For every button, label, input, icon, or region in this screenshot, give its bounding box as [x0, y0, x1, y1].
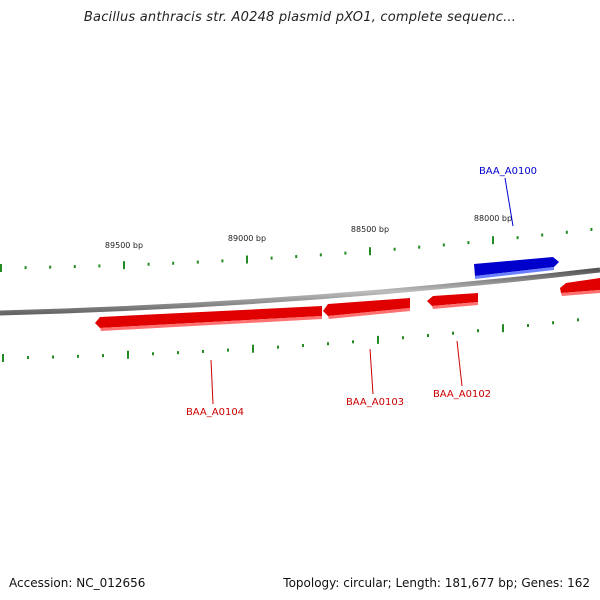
minor-tick — [52, 355, 54, 359]
outer-tick-ring — [0, 227, 593, 272]
gene-arrow-baa-a0103[interactable] — [323, 298, 410, 319]
minor-tick — [302, 343, 304, 347]
minor-tick — [541, 233, 544, 237]
leader-line-baa-a0102 — [456, 340, 463, 387]
minor-tick — [277, 345, 279, 349]
gene-arrow-partial-right[interactable] — [560, 278, 600, 293]
minor-tick — [49, 265, 52, 269]
minor-tick — [577, 318, 579, 322]
major-tick — [377, 335, 379, 344]
minor-tick — [177, 351, 179, 355]
minor-tick — [102, 354, 104, 358]
scale-label-89000: 89000 bp — [228, 234, 266, 243]
minor-tick — [552, 321, 554, 325]
leader-line-baa-a0104 — [210, 359, 214, 405]
minor-tick — [565, 230, 568, 234]
gene-arrow-partial-right-shade — [561, 290, 600, 296]
major-tick — [369, 247, 371, 256]
minor-tick — [202, 349, 204, 353]
minor-tick — [352, 340, 354, 344]
minor-tick — [344, 251, 347, 255]
major-tick — [246, 255, 248, 264]
major-tick — [492, 236, 494, 245]
minor-tick — [27, 356, 29, 360]
minor-tick — [327, 342, 329, 346]
scale-label-88000: 88000 bp — [474, 214, 512, 223]
minor-tick — [270, 256, 273, 260]
gene-label-baa-a0100[interactable]: BAA_A0100 — [479, 166, 537, 177]
minor-tick — [427, 334, 429, 338]
minor-tick — [516, 236, 519, 240]
minor-tick — [227, 348, 229, 352]
minor-tick — [147, 262, 150, 266]
minor-tick — [527, 324, 529, 328]
minor-tick — [319, 253, 322, 257]
minor-tick — [452, 331, 454, 335]
accession-label: Accession: NC_012656 — [9, 576, 146, 590]
gene-label-baa-a0102[interactable]: BAA_A0102 — [433, 389, 491, 400]
gene-arrow-baa-a0104[interactable] — [95, 306, 322, 331]
minor-tick — [418, 245, 421, 249]
map-title: Bacillus anthracis str. A0248 plasmid pX… — [83, 10, 517, 25]
major-tick — [2, 353, 4, 362]
minor-tick — [402, 336, 404, 340]
minor-tick — [590, 227, 593, 231]
minor-tick — [73, 265, 76, 269]
minor-tick — [98, 264, 101, 268]
inner-tick-ring — [2, 318, 579, 362]
gene-arrow-baa-a0102[interactable] — [427, 293, 478, 309]
minor-tick — [172, 261, 175, 265]
minor-tick — [467, 241, 470, 245]
minor-tick — [196, 260, 199, 264]
minor-tick — [295, 255, 298, 259]
minor-tick — [77, 354, 79, 358]
scale-label-89500: 89500 bp — [105, 241, 143, 250]
minor-tick — [477, 329, 479, 333]
minor-tick — [442, 243, 445, 247]
minor-tick — [152, 352, 154, 356]
major-tick — [123, 261, 125, 270]
sequence-summary: Topology: circular; Length: 181,677 bp; … — [283, 576, 590, 590]
minor-tick — [221, 259, 224, 263]
major-tick — [252, 344, 254, 353]
gene-label-baa-a0104[interactable]: BAA_A0104 — [186, 407, 244, 418]
scale-label-88500: 88500 bp — [351, 225, 389, 234]
major-tick — [0, 263, 2, 272]
major-tick — [127, 350, 129, 359]
major-tick — [502, 324, 504, 333]
leader-line-baa-a0100 — [504, 177, 514, 227]
minor-tick — [24, 266, 27, 270]
plasmid-backbone — [0, 267, 600, 316]
minor-tick — [393, 247, 396, 251]
gene-arrow-baa-a0100[interactable] — [474, 257, 559, 279]
gene-label-baa-a0103[interactable]: BAA_A0103 — [346, 397, 404, 408]
leader-line-baa-a0103 — [369, 348, 374, 395]
